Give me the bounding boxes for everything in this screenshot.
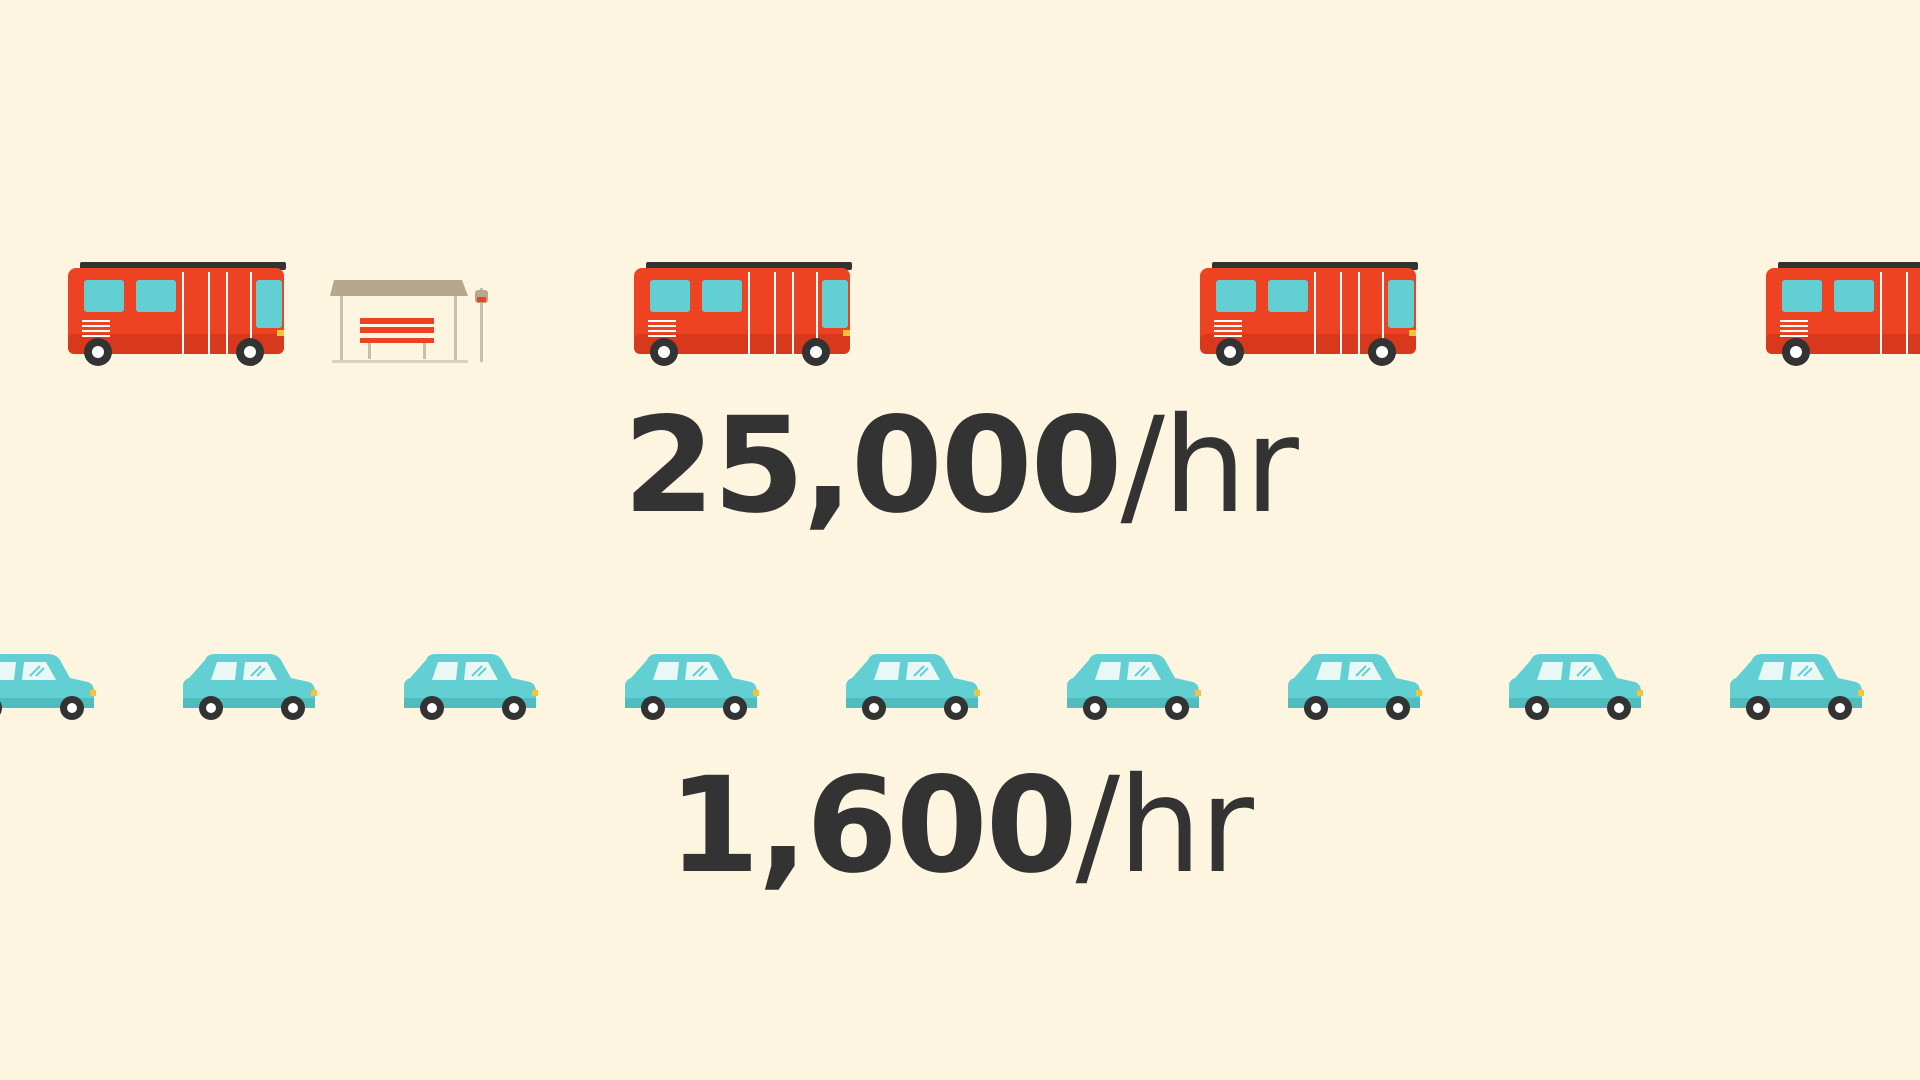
bus-stop-shelter-icon (330, 280, 488, 363)
bus-rate-value: 25,000 (623, 389, 1122, 543)
car-icon (0, 654, 96, 720)
car-icon (1288, 654, 1422, 720)
bus-icon (634, 262, 852, 366)
car-icon (1730, 654, 1864, 720)
car-rate-value: 1,600 (668, 749, 1078, 903)
car-rate-unit: /hr (1075, 749, 1254, 903)
car-rate: 1,600/hr (0, 760, 1920, 892)
car-icon (404, 654, 538, 720)
car-icon (625, 654, 759, 720)
car-icon (846, 654, 980, 720)
bus-icon (1766, 262, 1920, 366)
bus-icon (1200, 262, 1418, 366)
car-icon (1509, 654, 1643, 720)
bus-rate-unit: /hr (1120, 389, 1298, 543)
car-icon (183, 654, 317, 720)
bus-icon (68, 262, 286, 366)
bus-rate: 25,000/hr (0, 400, 1920, 532)
car-icon (1067, 654, 1201, 720)
